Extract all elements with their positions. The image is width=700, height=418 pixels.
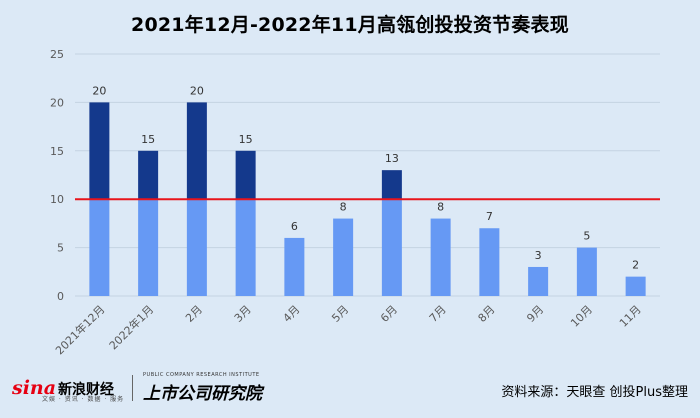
bar <box>284 237 305 296</box>
x-tick-label: 10月 <box>568 303 595 330</box>
x-tick-label: 11月 <box>617 303 644 330</box>
institute-logo: PUBLIC COMPANY RESEARCH INSTITUTE 上市公司研究… <box>143 372 262 404</box>
y-tick-label: 15 <box>50 145 64 158</box>
y-tick-label: 0 <box>57 290 64 303</box>
x-tick-label: 8月 <box>476 303 498 325</box>
data-label: 20 <box>92 84 106 97</box>
data-label: 3 <box>535 249 542 262</box>
bar <box>235 199 256 296</box>
data-source-note: 资料来源：天眼查 创投Plus整理 <box>501 385 688 400</box>
bar-above-reference <box>235 150 256 200</box>
bar <box>186 199 207 296</box>
y-axis-ticks: 0 5 10 15 20 25 <box>50 48 64 303</box>
data-label: 20 <box>190 84 204 97</box>
bar <box>479 228 500 296</box>
y-tick-label: 20 <box>50 96 64 109</box>
grid-lines <box>75 53 660 297</box>
bar <box>138 199 159 296</box>
sina-finance-name: 新浪财经 <box>58 382 115 398</box>
data-label: 7 <box>486 210 493 223</box>
bar <box>576 247 597 296</box>
x-tick-label: 3月 <box>232 303 254 325</box>
bar <box>528 266 549 296</box>
x-tick-label: 2022年1月 <box>106 302 156 352</box>
data-label: 5 <box>583 230 590 243</box>
data-label: 6 <box>291 220 298 233</box>
footer-logos: sina 新浪财经 文娱 · 资讯 · 数据 · 服务 PUBLIC COMPA… <box>12 372 262 404</box>
data-label: 15 <box>239 133 253 146</box>
y-tick-label: 10 <box>50 193 64 206</box>
x-tick-label: 4月 <box>281 303 303 325</box>
data-label: 8 <box>340 201 347 214</box>
bar-above-reference <box>186 102 207 200</box>
data-label: 15 <box>141 133 155 146</box>
x-axis-ticks: 2021年12月 2022年1月 2月 3月 4月 5月 6月 7月 8月 9月 10月 11月 <box>52 302 643 357</box>
x-tick-label: 6月 <box>378 303 400 325</box>
sina-finance-logo: sina 新浪财经 <box>12 377 114 399</box>
x-tick-label: 7月 <box>427 303 449 325</box>
bar <box>625 276 646 296</box>
bar-above-reference <box>138 150 159 200</box>
y-tick-label: 25 <box>50 48 64 61</box>
bar <box>333 218 354 296</box>
x-tick-label: 2月 <box>183 303 205 325</box>
bar <box>89 199 110 296</box>
logo-divider <box>132 375 134 401</box>
institute-name: 上市公司研究院 <box>143 384 263 404</box>
y-tick-label: 5 <box>57 242 64 255</box>
bar-above-reference <box>89 102 110 200</box>
data-label: 13 <box>385 152 399 165</box>
bar-above-reference <box>381 170 402 200</box>
institute-english-name: PUBLIC COMPANY RESEARCH INSTITUTE <box>143 372 260 378</box>
bar <box>381 199 402 296</box>
sina-logo-wordmark: sina <box>12 377 57 399</box>
x-tick-label: 9月 <box>524 303 546 325</box>
data-labels: 20 15 20 15 6 8 13 8 7 3 5 2 <box>92 84 639 271</box>
chart-title: 2021年12月-2022年11月高瓴创投投资节奏表现 <box>131 14 569 36</box>
data-label: 2 <box>632 259 639 272</box>
bar <box>430 218 451 296</box>
sina-subtitle: 文娱 · 资讯 · 数据 · 服务 <box>42 396 125 403</box>
data-label: 8 <box>437 201 444 214</box>
x-tick-label: 5月 <box>329 303 351 325</box>
bars <box>89 102 646 296</box>
x-tick-label: 2021年12月 <box>52 302 107 357</box>
